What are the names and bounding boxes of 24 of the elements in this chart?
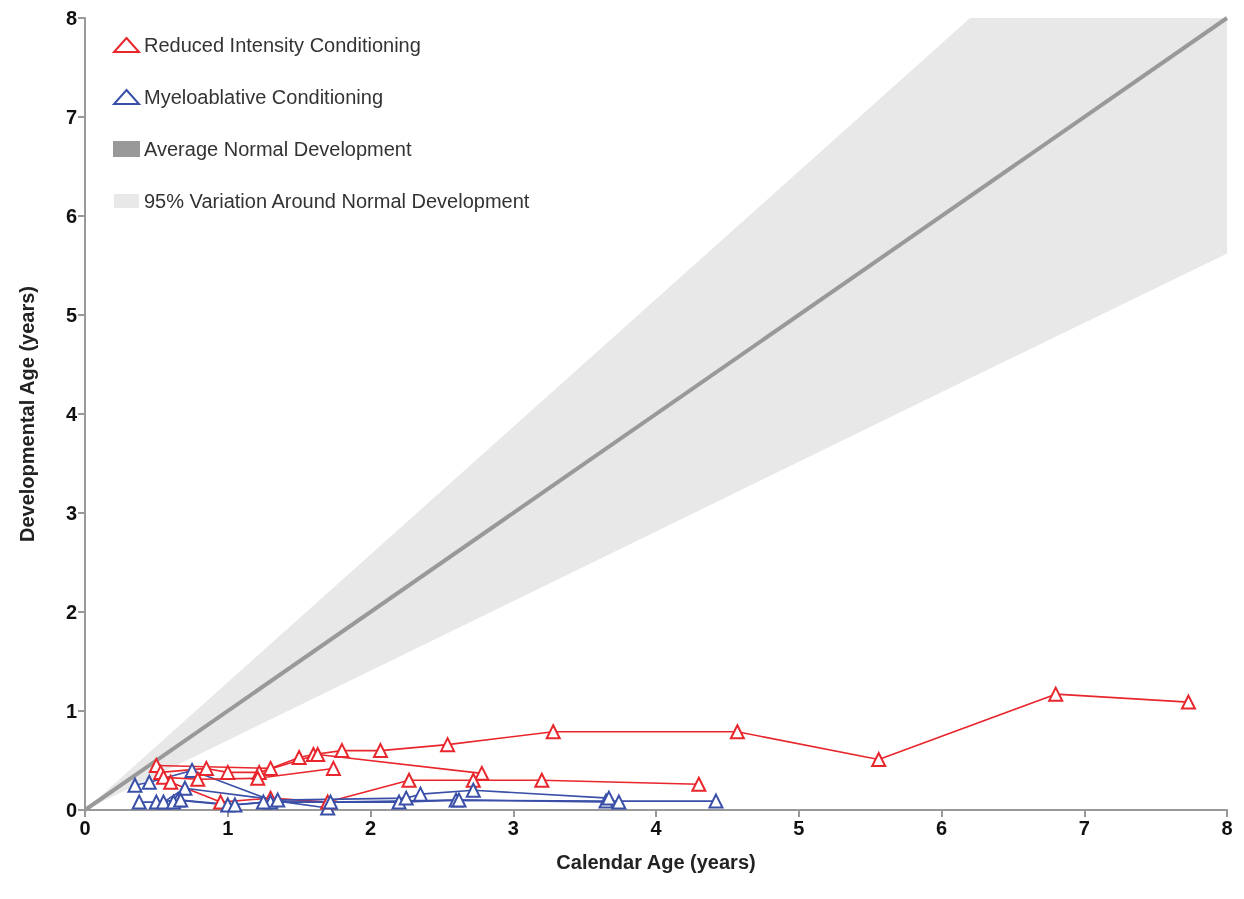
x-tick-label: 8 [1221, 817, 1233, 839]
y-tick-label: 2 [65, 601, 77, 623]
y-tick-label: 8 [65, 7, 77, 29]
y-axis-title: Developmental Age (years) [16, 285, 38, 543]
x-axis-title: Calendar Age (years) [556, 851, 756, 873]
legend-label: 95% Variation Around Normal Development [144, 190, 530, 212]
x-tick-label: 5 [793, 817, 805, 839]
y-tick-label: 4 [65, 403, 78, 425]
x-tick-label: 1 [222, 817, 234, 839]
y-tick-label: 1 [65, 700, 77, 722]
legend-label: Reduced Intensity Conditioning [144, 34, 421, 56]
y-tick-label: 0 [65, 799, 77, 821]
y-tick-label: 6 [65, 205, 77, 227]
x-tick-label: 3 [507, 817, 519, 839]
x-tick-label: 4 [650, 817, 663, 839]
x-tick-label: 2 [364, 817, 377, 839]
y-tick-label: 3 [65, 502, 77, 524]
x-tick-label: 6 [935, 817, 948, 839]
legend-label: Myeloablative Conditioning [144, 86, 384, 108]
y-tick-label: 5 [65, 304, 77, 326]
x-tick-label: 7 [1078, 817, 1090, 839]
x-tick-label: 0 [79, 817, 91, 839]
y-tick-label: 7 [65, 106, 77, 128]
legend-label: Average Normal Development [144, 138, 412, 160]
